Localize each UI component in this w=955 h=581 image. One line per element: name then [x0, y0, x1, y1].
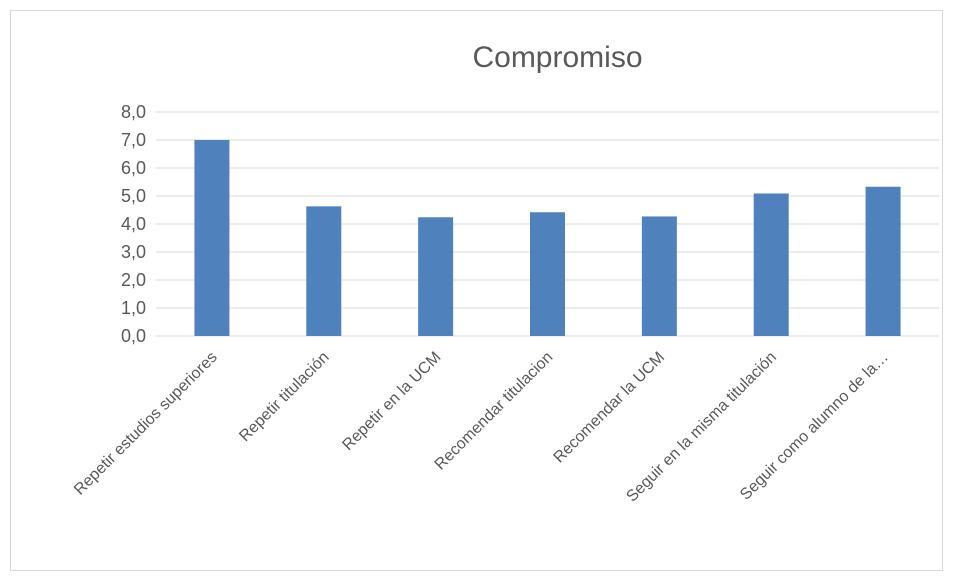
y-tick-label: 5,0 — [121, 186, 146, 206]
bar — [641, 216, 677, 336]
bar — [865, 186, 901, 336]
bar-chart: Compromiso 0,0 1,0 2,0 3,0 4,0 5,0 6,0 7,0 8,0 R… — [71, 41, 939, 506]
y-tick-label: 7,0 — [121, 130, 146, 150]
x-tick-label: Recomendar la UCM — [551, 349, 669, 467]
y-tick-label: 6,0 — [121, 158, 146, 178]
bar — [753, 193, 789, 336]
x-tick-label: Repetir estudios superiores — [71, 349, 221, 499]
y-tick-label: 2,0 — [121, 270, 146, 290]
bars — [194, 140, 901, 336]
bar — [530, 212, 565, 336]
y-tick-label: 1,0 — [121, 298, 146, 318]
y-tick-label: 4,0 — [121, 214, 146, 234]
x-tick-label: Repetir en la UCM — [339, 349, 444, 454]
y-tick-label: 0,0 — [121, 326, 146, 346]
y-tick-label: 8,0 — [121, 102, 146, 122]
y-tick-label: 3,0 — [121, 242, 146, 262]
x-tick-label: Recomendar titulacion — [432, 349, 557, 474]
chart-area: Compromiso 0,0 1,0 2,0 3,0 4,0 5,0 6,0 7,0 8,0 R… — [10, 10, 943, 571]
x-axis-tick-labels: Repetir estudios superiores Repetir titul… — [71, 349, 892, 506]
chart-title: Compromiso — [472, 41, 642, 74]
bar — [306, 206, 342, 336]
bar — [418, 217, 454, 336]
bar — [194, 140, 230, 336]
y-axis-tick-labels: 0,0 1,0 2,0 3,0 4,0 5,0 6,0 7,0 8,0 — [121, 102, 146, 346]
x-tick-label: Repetir titulación — [236, 349, 332, 445]
